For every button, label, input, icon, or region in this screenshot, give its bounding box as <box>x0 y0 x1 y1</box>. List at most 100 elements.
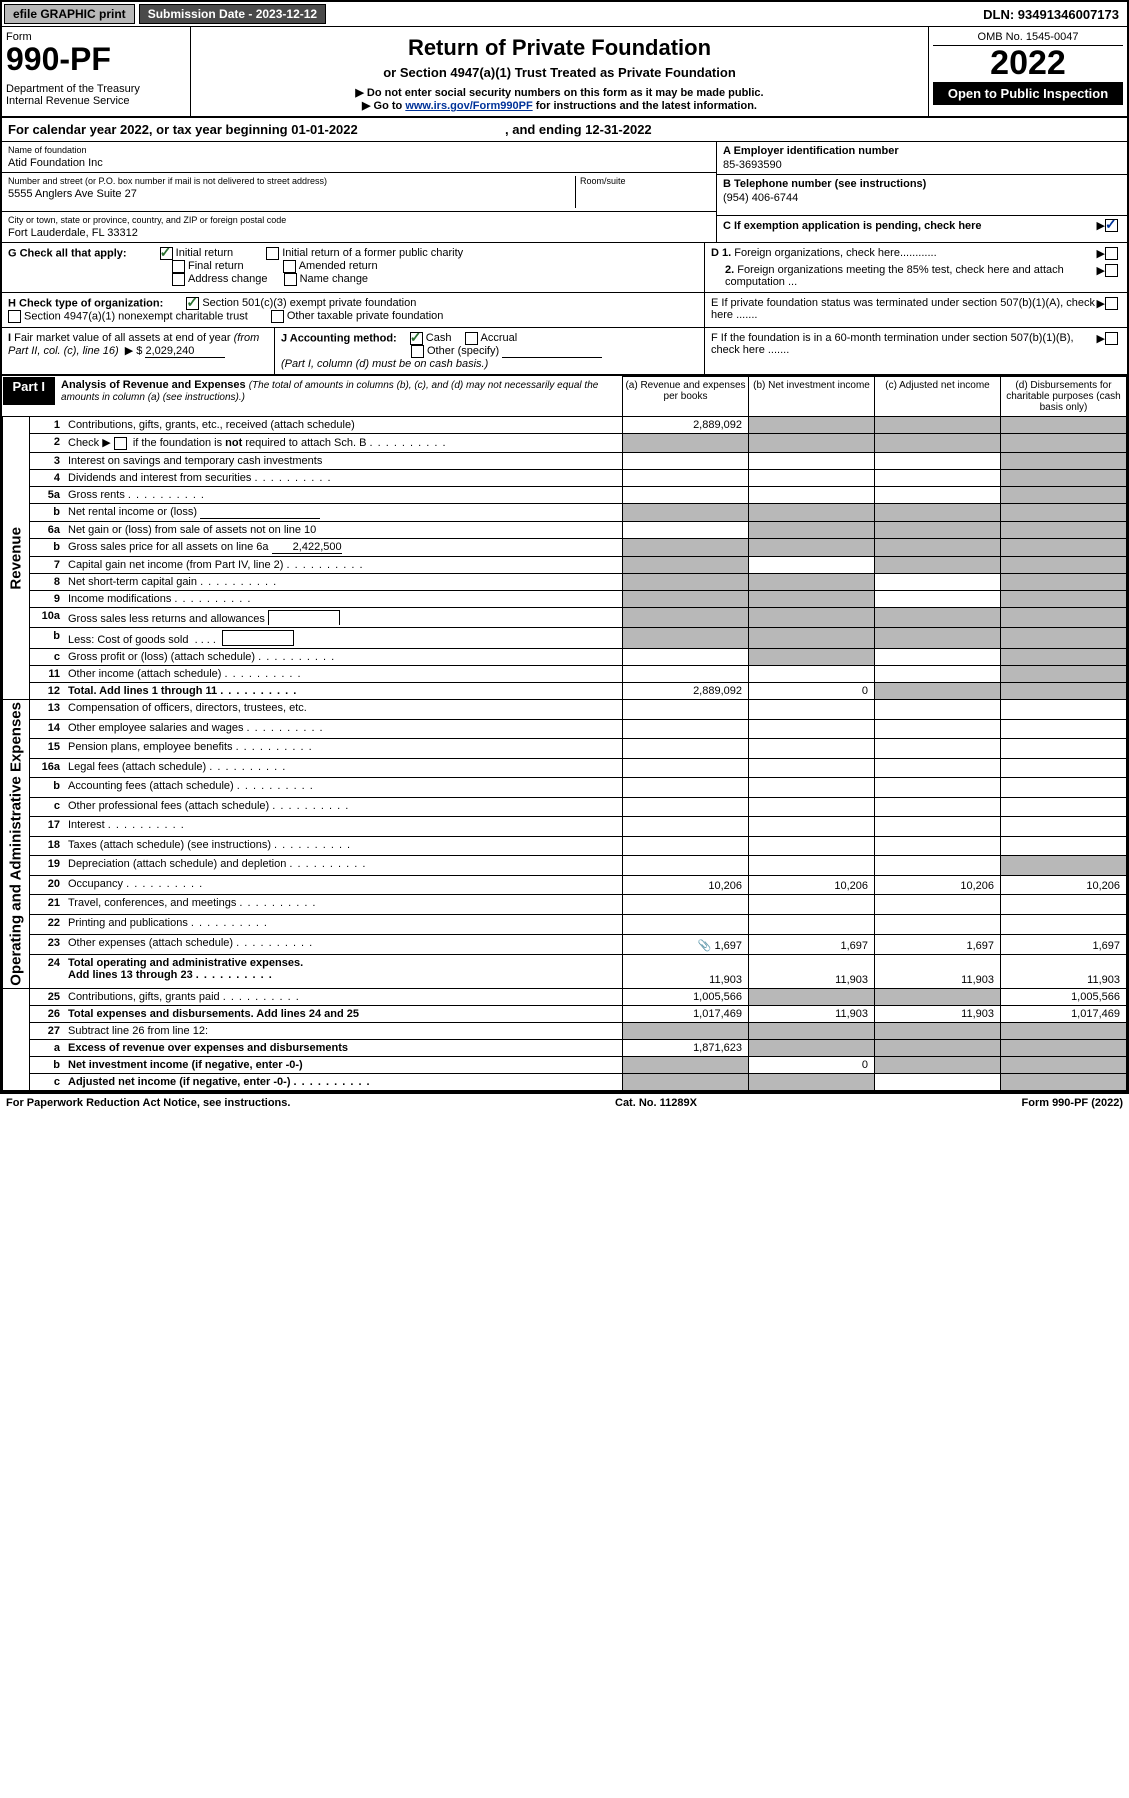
row-val-c: 11,903 <box>875 1005 1001 1022</box>
row-desc: Adjusted net income (if negative, enter … <box>64 1073 623 1090</box>
j-accrual-label: Accrual <box>481 332 518 344</box>
final-return-checkbox[interactable] <box>172 260 185 273</box>
row-num: 18 <box>30 836 65 856</box>
arrow-icon: ▶ <box>1097 247 1105 260</box>
attachment-icon[interactable]: 📎 <box>698 940 712 952</box>
initial-former-checkbox[interactable] <box>266 247 279 260</box>
table-row: 24Total operating and administrative exp… <box>3 955 1127 988</box>
ij-section: I Fair market value of all assets at end… <box>2 328 705 374</box>
row-num: 25 <box>30 988 65 1005</box>
efile-print-button[interactable]: efile GRAPHIC print <box>4 4 135 24</box>
row-desc: Printing and publications <box>64 915 623 935</box>
table-row: 25Contributions, gifts, grants paid 1,00… <box>3 988 1127 1005</box>
tax-year: 2022 <box>933 46 1123 80</box>
row-desc: Other income (attach schedule) <box>64 666 623 683</box>
row-desc: Income modifications <box>64 591 623 608</box>
dln-number: DLN: 93491346007173 <box>983 7 1127 22</box>
col-b-header: (b) Net investment income <box>749 377 875 417</box>
exemption-cell: C If exemption application is pending, c… <box>717 216 1127 235</box>
f-checkbox[interactable] <box>1105 332 1118 345</box>
row-desc: Capital gain net income (from Part IV, l… <box>64 557 623 574</box>
row-num: 8 <box>30 574 65 591</box>
row-val-a: 1,017,469 <box>623 1005 749 1022</box>
row-num: 16a <box>30 758 65 778</box>
j-accrual-checkbox[interactable] <box>465 332 478 345</box>
d2-checkbox[interactable] <box>1105 264 1118 277</box>
name-label: Name of foundation <box>8 145 710 155</box>
g-section: G Check all that apply: Initial return I… <box>2 243 705 292</box>
open-public-badge: Open to Public Inspection <box>933 82 1123 105</box>
expenses-side-label: Operating and Administrative Expenses <box>3 700 30 989</box>
j-other-checkbox[interactable] <box>411 345 424 358</box>
d1-checkbox[interactable] <box>1105 247 1118 260</box>
fmv-value: 2,029,240 <box>145 345 225 358</box>
h-501c3-checkbox[interactable] <box>186 297 199 310</box>
row-desc: Net rental income or (loss) <box>64 504 623 522</box>
name-change-checkbox[interactable] <box>284 273 297 286</box>
calyear-end: 12-31-2022 <box>585 122 652 137</box>
exemption-label: C If exemption application is pending, c… <box>723 220 1097 232</box>
e-checkbox[interactable] <box>1105 297 1118 310</box>
sch-b-checkbox[interactable] <box>114 437 127 450</box>
table-row: cOther professional fees (attach schedul… <box>3 797 1127 817</box>
footer-left: For Paperwork Reduction Act Notice, see … <box>6 1097 290 1109</box>
row-desc: Gross sales price for all assets on line… <box>64 539 623 557</box>
amended-checkbox[interactable] <box>283 260 296 273</box>
amended-label: Amended return <box>299 260 378 272</box>
row-desc: Pension plans, employee benefits <box>64 739 623 759</box>
table-row: 7Capital gain net income (from Part IV, … <box>3 557 1127 574</box>
submission-date: Submission Date - 2023-12-12 <box>139 4 326 24</box>
col-a-header: (a) Revenue and expenses per books <box>623 377 749 417</box>
row-desc: Contributions, gifts, grants, etc., rece… <box>64 417 623 434</box>
form-subtitle: or Section 4947(a)(1) Trust Treated as P… <box>195 65 924 80</box>
instr-2: ▶ Go to www.irs.gov/Form990PF for instru… <box>195 99 924 112</box>
initial-return-checkbox[interactable] <box>160 247 173 260</box>
j-cash-checkbox[interactable] <box>410 332 423 345</box>
row-num: 26 <box>30 1005 65 1022</box>
initial-former-label: Initial return of a former public charit… <box>282 247 463 259</box>
arrow-icon: ▶ <box>1097 219 1105 232</box>
j-label: J Accounting method: <box>281 332 397 344</box>
row-desc: Interest <box>64 817 623 837</box>
table-row: 4Dividends and interest from securities <box>3 470 1127 487</box>
phone-value: (954) 406-6744 <box>723 192 1121 204</box>
table-row: 6aNet gain or (loss) from sale of assets… <box>3 522 1127 539</box>
g-label: G Check all that apply: <box>8 247 127 259</box>
row-num: 23 <box>30 934 65 955</box>
row-desc: Other employee salaries and wages <box>64 719 623 739</box>
calyear-mid: , and ending <box>505 122 585 137</box>
name-cell: Name of foundation Atid Foundation Inc <box>2 142 716 173</box>
form990pf-link[interactable]: www.irs.gov/Form990PF <box>405 100 532 112</box>
row-val-c: 1,697 <box>875 934 1001 955</box>
h-4947-checkbox[interactable] <box>8 310 21 323</box>
calyear-pre: For calendar year 2022, or tax year begi… <box>8 122 291 137</box>
header-left: Form 990-PF Department of the Treasury I… <box>2 27 191 116</box>
row-val-d: 11,903 <box>1001 955 1127 988</box>
arrow-icon: ▶ <box>1097 332 1105 356</box>
row-val-b: 10,206 <box>749 875 875 895</box>
row-val-a: 2,889,092 <box>623 683 749 700</box>
row-num: 7 <box>30 557 65 574</box>
table-row: 26Total expenses and disbursements. Add … <box>3 1005 1127 1022</box>
row-val-b: 11,903 <box>749 955 875 988</box>
table-row: 22Printing and publications <box>3 915 1127 935</box>
revenue-side-label: Revenue <box>3 417 30 700</box>
footer-right: Form 990-PF (2022) <box>1022 1097 1124 1109</box>
row-num: b <box>30 539 65 557</box>
row-val-a: 1,005,566 <box>623 988 749 1005</box>
row-desc: Excess of revenue over expenses and disb… <box>64 1039 623 1056</box>
table-row: 10aGross sales less returns and allowanc… <box>3 608 1127 628</box>
row-num: c <box>30 1073 65 1090</box>
d-section: D 1. Foreign organizations, check here..… <box>705 243 1127 292</box>
row-val-b: 11,903 <box>749 1005 875 1022</box>
h-other-checkbox[interactable] <box>271 310 284 323</box>
row-desc: Gross profit or (loss) (attach schedule) <box>64 649 623 666</box>
phone-cell: B Telephone number (see instructions) (9… <box>717 175 1127 216</box>
addr-change-label: Address change <box>188 273 268 285</box>
exemption-checkbox[interactable] <box>1105 219 1118 232</box>
table-row: 20Occupancy 10,20610,20610,20610,206 <box>3 875 1127 895</box>
checks-row-3: I Fair market value of all assets at end… <box>2 328 1127 376</box>
addr-change-checkbox[interactable] <box>172 273 185 286</box>
h-other-label: Other taxable private foundation <box>287 310 444 322</box>
address-cell: Number and street (or P.O. box number if… <box>2 173 716 212</box>
